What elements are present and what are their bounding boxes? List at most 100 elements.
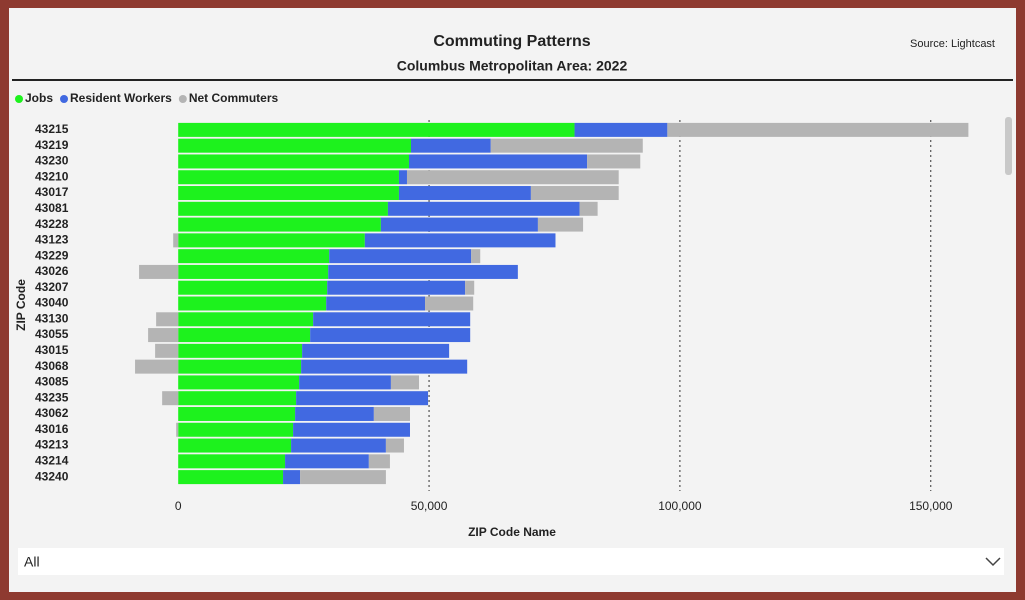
chart-subtitle: Columbus Metropolitan Area: 2022 (397, 58, 628, 74)
bar-segment (178, 138, 411, 153)
bar-segment (490, 138, 643, 153)
bar-segment (178, 359, 302, 374)
bar-segment (385, 438, 404, 453)
bar-segment (173, 233, 179, 248)
y-tick-label: 43130 (35, 311, 69, 325)
bar-segment (329, 249, 472, 264)
y-tick-label: 43219 (35, 138, 69, 152)
y-tick-label: 43235 (35, 390, 69, 404)
bar-segment (387, 201, 580, 216)
legend-swatch (15, 95, 23, 103)
x-tick-label: 150,000 (909, 499, 953, 513)
x-axis-title: ZIP Code Name (468, 525, 556, 539)
y-tick-label: 43207 (35, 280, 69, 294)
bar-segment (368, 454, 390, 469)
bar-segment (465, 280, 475, 295)
x-tick-label: 50,000 (411, 499, 448, 513)
bar-segment (328, 264, 518, 279)
bar-segment (364, 233, 556, 248)
bar-segment (406, 170, 619, 185)
bar-segment (139, 264, 179, 279)
bar-segment (293, 422, 410, 437)
bar-segment (178, 422, 294, 437)
y-tick-label: 43123 (35, 233, 69, 247)
x-tick-label: 100,000 (658, 499, 702, 513)
bar-segment (178, 264, 329, 279)
bar-segment (178, 233, 365, 248)
bar-segment (178, 406, 296, 421)
chart-title: Commuting Patterns (433, 33, 590, 50)
bar-segment (178, 470, 284, 485)
bar-segment (530, 186, 619, 201)
bar-segment (408, 154, 588, 169)
bar-segment (326, 296, 426, 311)
bar-segment (291, 438, 386, 453)
bar-segment (302, 343, 450, 358)
y-tick-label: 43017 (35, 185, 69, 199)
canvas (9, 8, 1016, 592)
y-tick-label: 43081 (35, 201, 69, 215)
y-tick-label: 43055 (35, 327, 69, 341)
legend-label: Net Commuters (189, 91, 279, 105)
chevron[interactable] (985, 557, 1001, 567)
scrollbar[interactable] (1005, 117, 1012, 175)
y-tick-label: 43210 (35, 169, 69, 183)
y-tick-label: 43213 (35, 438, 69, 452)
legend-swatch (178, 95, 187, 103)
bar-segment (156, 312, 179, 327)
slicer-value[interactable]: All (24, 554, 40, 570)
bar-segment (537, 217, 584, 232)
legend-swatch (60, 95, 69, 103)
bar-segment (178, 201, 388, 216)
bar-segment (178, 170, 399, 185)
bar-segment (471, 249, 481, 264)
y-tick-label: 43068 (35, 359, 69, 373)
bar-segment (398, 186, 531, 201)
bar-segment (178, 296, 327, 311)
bar-segment (162, 391, 179, 406)
y-tick-label: 43229 (35, 248, 69, 262)
bar-segment (155, 343, 179, 358)
bar-segment (410, 138, 491, 153)
bar-segment (178, 154, 409, 169)
bar-segment (285, 454, 369, 469)
bar-segment (178, 343, 303, 358)
bar-segment (667, 122, 969, 137)
bar-segment (178, 312, 314, 327)
bar-segment (178, 391, 297, 406)
y-tick-label: 43015 (35, 343, 69, 357)
bar-segment (299, 375, 391, 390)
bar-segment (148, 328, 179, 343)
bar-segment (300, 470, 386, 485)
bar-segment (313, 312, 471, 327)
bar-segment (574, 122, 668, 137)
bar-segment (295, 406, 374, 421)
bar-segment (579, 201, 598, 216)
y-tick-label: 43040 (35, 296, 69, 310)
bar-segment (178, 328, 311, 343)
y-axis-title: ZIP Code (14, 279, 28, 331)
slicer-dropdown[interactable] (18, 548, 1004, 575)
bar-segment (301, 359, 468, 374)
y-tick-label: 43240 (35, 469, 69, 483)
legend-label: Resident Workers (70, 91, 172, 105)
bar-segment (398, 170, 407, 185)
bar-segment (425, 296, 474, 311)
bar-segment (380, 217, 538, 232)
bar-segment (178, 122, 575, 137)
bar-segment (373, 406, 410, 421)
bar-segment (390, 375, 420, 390)
bar-segment (178, 375, 300, 390)
bar-segment (178, 280, 328, 295)
source: Source: Lightcast (910, 38, 995, 50)
bar-segment (178, 438, 292, 453)
bar-segment (178, 217, 381, 232)
y-tick-label: 43026 (35, 264, 69, 278)
y-tick-label: 43215 (35, 122, 69, 136)
bar-segment (178, 454, 286, 469)
y-tick-label: 43085 (35, 375, 69, 389)
bar-segment (178, 249, 330, 264)
legend-label: Jobs (25, 91, 53, 105)
bar-segment (176, 422, 179, 437)
